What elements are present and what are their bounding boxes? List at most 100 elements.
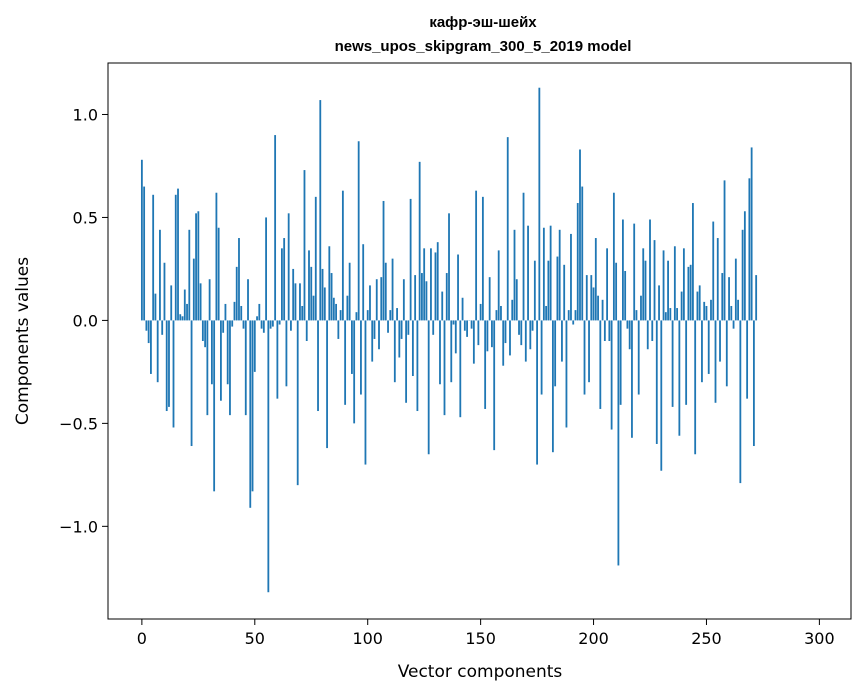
bar: [290, 320, 292, 331]
bar: [646, 320, 649, 350]
bar: [513, 229, 516, 321]
bar: [572, 320, 575, 325]
bar: [732, 320, 735, 329]
bar: [705, 305, 708, 321]
bar: [278, 320, 281, 325]
bar: [696, 291, 699, 321]
bar: [470, 320, 473, 329]
bar: [518, 320, 520, 335]
bar: [676, 308, 679, 321]
bar: [547, 260, 550, 321]
bar: [524, 320, 527, 362]
bar: [721, 273, 724, 321]
x-tick-label: 0: [137, 629, 147, 648]
bar: [583, 320, 586, 395]
bar: [210, 320, 213, 385]
bar: [561, 320, 563, 362]
bar: [719, 320, 721, 362]
bar: [612, 192, 615, 321]
bar: [635, 310, 638, 321]
bar: [608, 320, 611, 341]
bar: [484, 320, 487, 409]
bar: [603, 320, 606, 341]
bar: [752, 320, 755, 447]
bar: [314, 196, 317, 321]
bar: [563, 264, 566, 321]
bar: [159, 229, 161, 321]
bar: [303, 170, 306, 321]
x-tick-label: 250: [691, 629, 722, 648]
bar: [475, 190, 478, 321]
bar: [296, 320, 299, 486]
bar: [418, 161, 421, 321]
bar: [351, 320, 353, 374]
bar: [170, 285, 173, 321]
plot-frame: [107, 62, 852, 620]
bar: [660, 320, 663, 471]
bar: [682, 248, 685, 321]
bar: [685, 320, 688, 405]
bar: [662, 250, 665, 321]
bar: [163, 262, 166, 321]
bar: [220, 320, 222, 401]
bar: [247, 279, 249, 321]
bar: [332, 297, 335, 321]
bar: [590, 275, 593, 321]
bar: [441, 291, 444, 321]
bar: [497, 250, 500, 321]
bar: [461, 297, 464, 321]
bar: [463, 320, 466, 331]
bar: [743, 211, 746, 321]
bar: [154, 293, 157, 321]
y-tick-label: −1.0: [59, 517, 98, 536]
bar: [425, 281, 428, 321]
bar: [466, 320, 468, 337]
bar: [472, 320, 475, 364]
bar: [551, 320, 554, 453]
bar: [152, 194, 155, 321]
bar: [402, 279, 405, 321]
bar: [346, 295, 349, 321]
bar: [308, 250, 310, 321]
chart-title: кафр-эш-шейх: [429, 14, 537, 31]
bar: [594, 238, 597, 321]
x-axis: 0 50 100 150 200 250 300: [137, 619, 835, 648]
bar: [601, 299, 604, 321]
bar: [201, 320, 204, 341]
bar: [204, 320, 207, 348]
chart-subtitle: news_upos_skipgram_300_5_2019 model: [335, 38, 632, 55]
bar: [694, 320, 697, 455]
bar: [265, 217, 267, 321]
bar: [323, 287, 326, 321]
bar: [409, 198, 412, 321]
bar: [640, 295, 642, 321]
bar: [360, 320, 362, 395]
bar: [362, 244, 365, 321]
bar: [619, 320, 622, 405]
bar: [172, 320, 175, 428]
bar: [511, 299, 514, 321]
bar: [353, 320, 356, 424]
bar: [714, 320, 717, 403]
bar: [215, 192, 218, 321]
bar: [459, 320, 462, 418]
bar: [637, 320, 640, 395]
bar: [730, 305, 733, 321]
bar: [326, 320, 328, 449]
bar: [452, 320, 455, 325]
bar: [737, 299, 739, 321]
bar: [371, 320, 374, 362]
bar: [206, 320, 209, 416]
x-tick-label: 100: [352, 629, 383, 648]
bar: [348, 262, 351, 321]
bar: [506, 137, 509, 321]
bar: [271, 320, 274, 327]
bar: [622, 219, 624, 321]
bar: [538, 87, 541, 321]
bar: [396, 308, 398, 321]
bar: [251, 320, 254, 492]
bar: [192, 258, 195, 321]
bar: [226, 320, 229, 385]
bar: [186, 303, 188, 321]
bar: [644, 260, 647, 321]
